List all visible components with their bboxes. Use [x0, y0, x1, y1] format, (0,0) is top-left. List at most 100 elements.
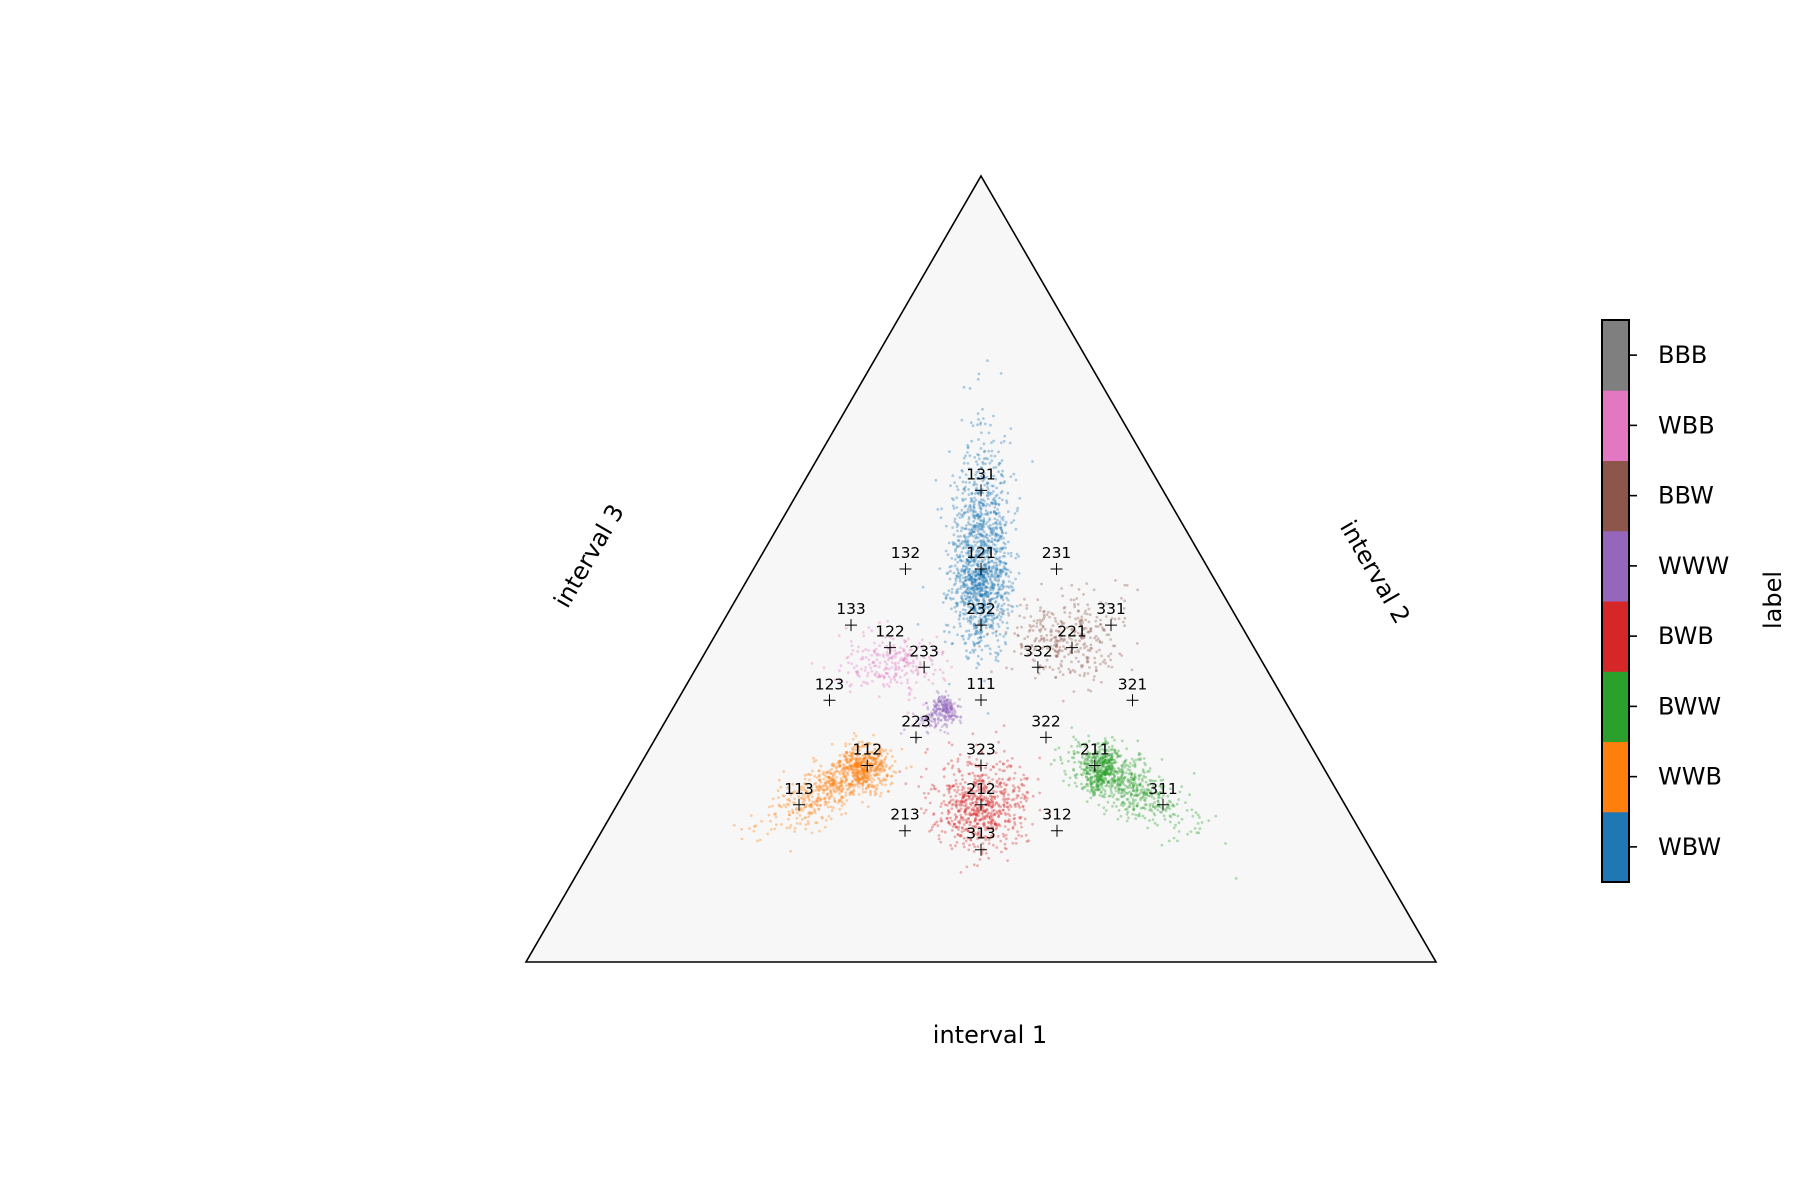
data-point — [957, 539, 961, 543]
data-point — [1103, 789, 1107, 793]
data-point — [1123, 759, 1127, 763]
data-point — [818, 829, 821, 833]
data-point — [1113, 748, 1117, 752]
data-point — [1139, 796, 1142, 800]
data-point — [972, 594, 975, 598]
data-point — [909, 661, 913, 665]
data-point — [1132, 778, 1136, 782]
data-point — [1135, 804, 1138, 807]
data-point — [974, 574, 978, 577]
data-point — [1137, 774, 1141, 777]
data-point — [818, 784, 822, 788]
data-point — [1131, 782, 1135, 785]
data-point — [893, 661, 897, 665]
data-point — [812, 789, 815, 793]
data-point — [1040, 582, 1043, 586]
data-point — [980, 553, 983, 556]
data-point — [1095, 615, 1099, 619]
data-point — [986, 555, 989, 558]
data-point — [986, 582, 990, 585]
data-point — [1130, 781, 1134, 785]
data-point — [1089, 784, 1093, 787]
data-point — [850, 755, 854, 759]
data-point — [881, 764, 885, 768]
data-point — [998, 563, 1001, 567]
data-point — [840, 781, 844, 785]
data-point — [1105, 769, 1109, 773]
data-point — [1140, 788, 1143, 791]
data-point — [986, 546, 990, 550]
data-point — [991, 800, 995, 804]
data-point — [967, 522, 971, 526]
data-point — [824, 784, 828, 788]
data-point — [1083, 646, 1086, 650]
data-point — [889, 775, 893, 778]
data-point — [968, 811, 972, 815]
data-point — [1085, 775, 1088, 779]
data-point — [1061, 699, 1065, 703]
data-point — [996, 795, 999, 798]
data-point — [1002, 792, 1006, 795]
data-point — [998, 618, 1002, 622]
data-point — [863, 756, 867, 760]
data-point — [1153, 813, 1157, 817]
data-point — [963, 794, 967, 798]
data-point — [963, 810, 967, 814]
data-point — [835, 785, 839, 788]
data-point — [959, 587, 962, 591]
data-point — [1088, 649, 1092, 653]
data-point — [967, 794, 971, 798]
data-point — [807, 822, 810, 826]
data-point — [989, 527, 993, 531]
data-point — [813, 774, 817, 778]
data-point — [842, 764, 846, 767]
data-point — [981, 797, 985, 801]
data-point — [1103, 768, 1107, 772]
data-point — [1102, 760, 1106, 764]
data-point — [1145, 787, 1149, 791]
data-point — [979, 834, 982, 837]
data-point — [988, 625, 992, 629]
data-point — [878, 778, 881, 781]
data-point — [946, 593, 950, 596]
data-point — [1091, 766, 1094, 770]
data-point — [973, 577, 977, 581]
data-point — [981, 417, 985, 420]
data-point — [984, 615, 987, 618]
data-point — [875, 786, 879, 790]
data-point — [991, 783, 994, 786]
data-point — [985, 569, 989, 573]
data-point — [1085, 771, 1089, 775]
data-point — [973, 777, 977, 781]
data-point — [986, 494, 990, 498]
data-point — [977, 372, 981, 376]
data-point — [1061, 639, 1065, 643]
data-point — [955, 815, 958, 819]
data-point — [860, 667, 863, 671]
data-point — [1005, 621, 1009, 625]
data-point — [957, 810, 960, 813]
data-point — [1014, 527, 1018, 531]
data-point — [967, 602, 971, 606]
data-point — [1093, 780, 1096, 783]
data-point — [979, 818, 982, 822]
data-point — [976, 563, 979, 567]
data-point — [984, 562, 988, 566]
data-point — [1086, 789, 1090, 792]
data-point — [1059, 634, 1063, 637]
data-point — [982, 477, 986, 481]
data-point — [1082, 643, 1085, 647]
data-point — [1103, 771, 1107, 774]
data-point — [974, 814, 978, 818]
data-point — [1129, 786, 1132, 790]
data-point — [1102, 779, 1106, 783]
data-point — [798, 814, 802, 817]
data-point — [999, 535, 1002, 539]
data-point — [989, 423, 992, 427]
data-point — [947, 808, 950, 812]
data-point — [968, 555, 972, 558]
data-point — [954, 714, 957, 718]
data-point — [1166, 805, 1169, 809]
data-point — [970, 575, 974, 579]
data-point — [858, 777, 861, 781]
